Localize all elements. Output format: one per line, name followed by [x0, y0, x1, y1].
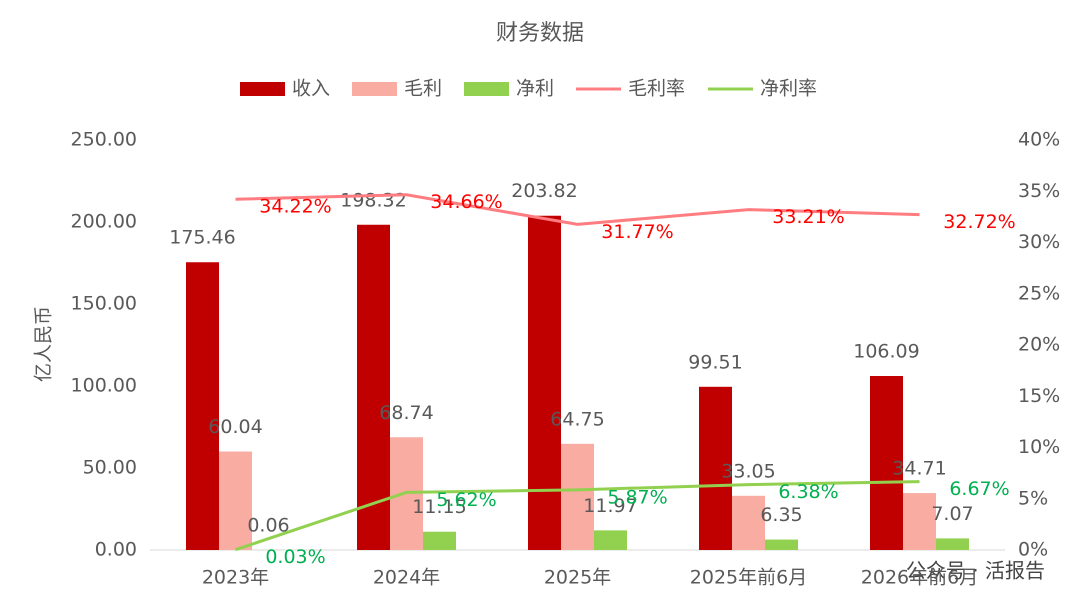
x-tick-label: 2025年前6月 [690, 567, 807, 589]
x-tick-label: 2025年 [544, 567, 611, 589]
x-tick-label: 2023年 [202, 567, 269, 589]
legend-swatch [464, 82, 509, 96]
bar [765, 539, 798, 550]
y2-tick-label: 10% [1018, 436, 1060, 458]
bar-value-label: 11.97 [583, 495, 637, 517]
y-tick-label: 200.00 [71, 211, 137, 233]
bar [186, 262, 219, 550]
y-tick-label: 250.00 [71, 129, 137, 151]
legend-swatch [352, 82, 397, 96]
line [235, 193, 920, 226]
y2-tick-label: 20% [1018, 334, 1060, 356]
line-value-label: 34.66% [430, 191, 502, 213]
line-value-label: 6.38% [778, 481, 838, 503]
bar [594, 530, 627, 550]
bar [732, 495, 765, 550]
bar [357, 224, 390, 551]
line-value-label: 32.72% [943, 211, 1015, 233]
line-value-label: 34.22% [259, 196, 331, 218]
line-value-label: 33.21% [772, 206, 844, 228]
legend-swatch [240, 82, 285, 96]
line [235, 480, 920, 552]
legend-label: 毛利 [404, 78, 442, 100]
legend-label: 毛利率 [628, 78, 685, 100]
y2-tick-label: 25% [1018, 282, 1060, 304]
bar-value-label: 68.74 [379, 402, 433, 424]
legend-label: 收入 [292, 78, 330, 100]
bar-value-label: 6.35 [760, 504, 802, 526]
bar-value-label: 33.05 [721, 460, 775, 482]
legend-label: 净利率 [760, 78, 817, 100]
line-value-label: 31.77% [601, 221, 673, 243]
y2-tick-label: 30% [1018, 231, 1060, 253]
x-tick-label: 2024年 [373, 567, 440, 589]
bar-value-label: 7.07 [931, 503, 973, 525]
bar-value-label: 60.04 [208, 416, 262, 438]
bar-value-label: 99.51 [688, 351, 742, 373]
bar [699, 386, 732, 550]
bar-value-label: 64.75 [550, 408, 604, 430]
bar [423, 531, 456, 550]
x-tick-label: 2026年前6月 [861, 567, 978, 589]
line-value-label: 5.87% [607, 486, 667, 508]
bar [561, 443, 594, 550]
legend-label: 净利 [516, 78, 554, 100]
bar [219, 451, 252, 550]
y2-tick-label: 40% [1018, 129, 1060, 151]
bar [870, 376, 903, 550]
bar [528, 215, 561, 550]
line-value-label: 5.62% [436, 489, 496, 511]
line-value-label: 6.67% [949, 478, 1009, 500]
bar [936, 538, 969, 550]
watermark: 公众号 · 活报告 [906, 559, 1045, 583]
y2-tick-label: 0% [1018, 539, 1048, 561]
y-tick-label: 0.00 [95, 539, 137, 561]
y-tick-label: 150.00 [71, 293, 137, 315]
y-axis-label: 亿人民币 [33, 306, 55, 382]
bar-value-label: 11.15 [412, 496, 466, 518]
bar-value-label: 106.09 [853, 341, 919, 363]
bar-value-label: 203.82 [511, 180, 577, 202]
y-tick-label: 50.00 [83, 457, 137, 479]
bar [903, 493, 936, 550]
y2-tick-label: 15% [1018, 385, 1060, 407]
y2-tick-label: 35% [1018, 180, 1060, 202]
y2-tick-label: 5% [1018, 487, 1048, 509]
y-tick-label: 100.00 [71, 375, 137, 397]
bar-value-label: 0.06 [247, 514, 289, 536]
bar-value-label: 175.46 [169, 227, 235, 249]
bar-value-label: 34.71 [892, 458, 946, 480]
bar-value-label: 198.32 [340, 189, 406, 211]
chart-title: 财务数据 [496, 21, 584, 46]
line-value-label: 0.03% [265, 546, 325, 568]
